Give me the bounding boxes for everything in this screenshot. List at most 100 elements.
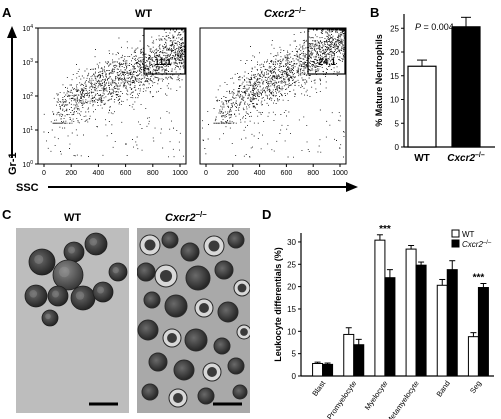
stained-cell: [213, 337, 231, 355]
flow-event-dots: [43, 29, 185, 158]
cell-nucleus: [199, 303, 209, 313]
cell-nucleus-highlight: [97, 286, 104, 294]
chart-d-legend-swatch: [451, 239, 460, 248]
flow-plot-wt-title: WT: [135, 8, 152, 20]
chart-d-bar: [477, 287, 489, 377]
micrograph-ko: [137, 228, 250, 413]
cell-nucleus: [207, 367, 217, 377]
flow-y-tick-label: 101: [22, 126, 33, 135]
chart-b-y-tick-label: 15: [390, 72, 399, 81]
chart-b-y-tick-label: 10: [390, 96, 399, 105]
flow-gate-ko-value: 24.1: [318, 57, 336, 67]
flow-plot-ko-events: [202, 29, 345, 158]
chart-d-bar: [467, 336, 479, 377]
cell-nucleus-highlight: [75, 291, 85, 300]
cell-nucleus: [159, 269, 173, 283]
stained-cell: [214, 260, 234, 280]
chart-d-significance-marker: ***: [379, 224, 391, 235]
flow-gate-wt-value: 11.1: [154, 57, 171, 67]
chart-d-y-tick-label: 10: [287, 327, 296, 336]
flow-x-tick-label: 600: [281, 170, 293, 177]
flow-y-tick-label: 103: [22, 58, 33, 67]
cell-nucleus-highlight: [112, 267, 119, 274]
chart-d-bar: [343, 333, 355, 377]
stained-cell: [28, 248, 56, 276]
chart-d-y-tick-label: 25: [287, 260, 296, 269]
flow-x-tick-label: 400: [93, 170, 105, 177]
flow-x-tick-label: 800: [147, 170, 159, 177]
chart-d-category-label: Band: [434, 379, 451, 399]
chart-d-bar: [384, 277, 396, 377]
flow-y-tick-label: 100: [22, 160, 33, 169]
panel-letter-d: D: [262, 207, 271, 222]
flow-y-tick-label: 102: [22, 92, 33, 101]
chart-b-category-label: WT: [414, 153, 430, 164]
stained-cell: [184, 328, 208, 352]
cell-nucleus: [240, 328, 248, 336]
cell-nucleus: [208, 240, 220, 252]
flow-x-tick-label: 600: [120, 170, 132, 177]
panel-letter-c: C: [2, 207, 12, 222]
chart-d-category-label: Metamyelocyte: [384, 379, 420, 419]
micrograph-wt: [16, 228, 129, 413]
cell-nucleus: [173, 393, 183, 403]
stained-cell: [232, 384, 248, 400]
flow-x-tick-label: 1000: [172, 170, 188, 177]
cell-nucleus: [144, 239, 156, 251]
gr1-axis-arrow-head: [7, 26, 17, 38]
ssc-axis-label: SSC: [16, 182, 39, 194]
stained-cell: [84, 232, 108, 256]
stained-cell: [137, 262, 156, 282]
stained-cell: [164, 294, 188, 318]
chart-d-bar: [374, 239, 386, 377]
chart-b-y-tick-label: 0: [395, 143, 400, 152]
cell-nucleus-highlight: [89, 237, 98, 246]
cell-nucleus-highlight: [29, 289, 38, 298]
flow-x-ticks: 0 200 400 600 800 1000 0 200 400 600 800 1000: [42, 164, 348, 177]
stained-cell: [143, 291, 161, 309]
stained-cell: [185, 265, 211, 291]
stained-cell: [92, 281, 114, 303]
flow-x-tick-label: 200: [65, 170, 77, 177]
flow-gate-wt: [143, 28, 186, 75]
chart-d-legend-swatch: [451, 229, 460, 238]
stained-cell: [217, 301, 239, 323]
cell-nucleus-highlight: [34, 254, 44, 264]
chart-leukocyte-differentials: 0 5 10 15 20 25 30 Leukocyte differentials (%) B…: [273, 224, 494, 419]
flow-plot-ko-frame: [199, 27, 347, 165]
chart-d-category-label: Myelocyte: [363, 379, 390, 412]
micrograph-ko-cells: [137, 231, 250, 408]
chart-b-y-tick-label: 25: [390, 24, 399, 33]
stained-cell: [197, 387, 215, 405]
chart-d-bar: [436, 284, 448, 377]
chart-b-category-label: Cxcr2–/–: [447, 152, 485, 164]
stained-cell: [108, 262, 128, 282]
flow-x-tick-label: 1000: [332, 170, 348, 177]
stained-cell: [47, 285, 69, 307]
micrograph-wt-cells: [24, 232, 128, 327]
chart-d-significance-marker: ***: [473, 272, 485, 283]
stained-cell: [227, 357, 245, 375]
chart-b-p-value: P = 0.004: [415, 22, 454, 32]
chart-d-y-tick-label: 30: [287, 238, 296, 247]
micrograph-ko-title: Cxcr2–/–: [165, 210, 207, 224]
stained-cell: [41, 309, 59, 327]
chart-mature-neutrophils: 0 5 10 15 20 25 % Mature Neutrophils WT Cxcr2–/–…: [374, 14, 495, 164]
chart-d-category-label: Promyelocyte: [325, 379, 358, 419]
chart-d-bar: [312, 362, 324, 377]
chart-d-bar: [322, 363, 334, 377]
flow-plot-ko: Cxcr2–/– 24.1: [199, 6, 347, 165]
stained-cell: [180, 242, 200, 262]
flow-x-tick-label: 0: [204, 170, 208, 177]
chart-d-bar: [353, 344, 365, 377]
flow-plot-ko-title: Cxcr2–/–: [264, 6, 306, 20]
chart-d-bar: [415, 264, 427, 377]
stained-cell: [173, 359, 195, 381]
stained-cell: [141, 383, 159, 401]
chart-d-y-tick-label: 15: [287, 305, 296, 314]
flow-plot-wt-events: [43, 29, 185, 158]
flow-plot-wt: WT 11.1: [37, 8, 187, 165]
chart-b-y-axis-label: % Mature Neutrophils: [374, 34, 384, 127]
stained-cell: [137, 319, 159, 341]
